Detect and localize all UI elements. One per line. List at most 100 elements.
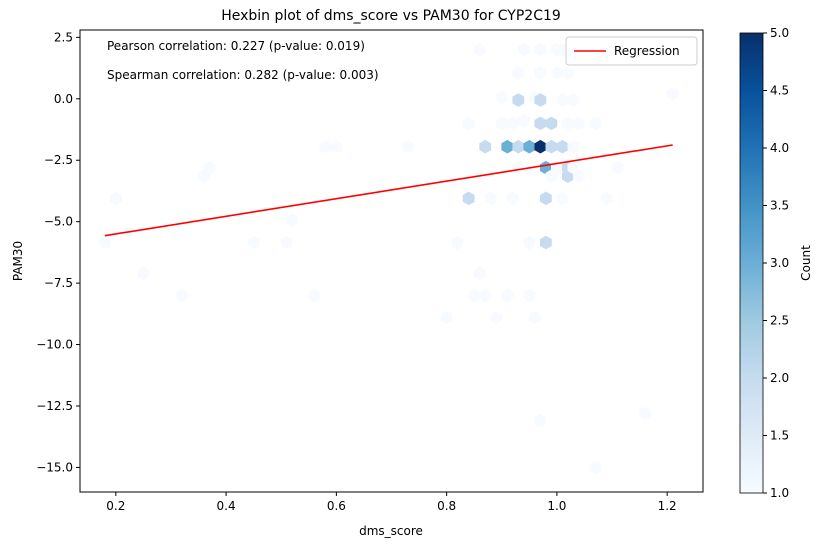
colorbar-tick-label: 4.5 [770,84,789,98]
x-tick-label: 0.4 [217,499,236,513]
x-tick-label: 0.6 [327,499,346,513]
hexbin-cell [545,116,558,131]
hexbin-cell [280,235,293,250]
y-tick-label: −2.5 [44,153,73,167]
hexbin-cell [573,169,585,184]
x-axis: 0.2 0.4 0.6 0.8 1.0 1.2 [106,492,677,513]
hexbin-cell [203,160,216,175]
colorbar-label: Count [799,245,813,281]
legend: Regression [565,36,698,66]
hexbin-cell [479,288,492,303]
hexbin-cell [484,191,497,206]
hexbin-cell [495,116,508,131]
hexbin-cell [98,235,111,250]
hexbin-cell [468,288,481,303]
colorbar-tick-label: 3.0 [770,256,789,270]
hexbin-cell [402,139,414,154]
y-tick-label: 0.0 [54,92,73,106]
plot-background [80,30,703,492]
hexbin-cell [319,139,332,154]
hexbin-cell [539,235,552,250]
colorbar-tick-label: 1.0 [770,486,789,500]
hexbin-cell [545,139,558,154]
y-tick-label: −5.0 [44,215,73,229]
hexbin-cell [551,66,563,80]
hexbin-cell [611,160,624,175]
hexbin-cell [567,139,580,154]
hexbin-cell [462,116,475,131]
chart-title: Hexbin plot of dms_score vs PAM30 for CY… [221,8,561,24]
hexbin-cell [501,139,514,154]
colorbar-tick-label: 2.0 [770,371,789,385]
hexbin-cell [556,139,569,154]
hexbin-cell [440,310,453,325]
hexbin-cell [534,116,547,131]
hexbin-cell [534,413,547,428]
hexbin-cell [473,42,486,57]
hexbin-cell [567,93,580,107]
colorbar-tick-label: 2.5 [770,314,789,328]
hexbin-cell [330,139,343,154]
hexbin-cell [137,266,150,281]
hexbin-cell [600,191,613,206]
hexbin-cell [523,139,536,154]
hexbin-cell [589,116,602,131]
hexbin-cell [523,288,536,303]
hexbin-cell [286,213,299,228]
hexbin-cell [639,406,651,421]
hexbin-cell [176,288,188,303]
hexbin-cell [479,139,492,154]
legend-box [565,36,698,66]
hexbin-cell [451,235,464,250]
hexbin-cell [534,42,547,57]
hexbin-cell [517,42,530,57]
colorbar-tick-label: 5.0 [770,26,789,40]
hexbin-cell [556,42,569,57]
x-axis-label: dms_score [359,524,423,538]
y-tick-label: −7.5 [44,276,73,290]
hexbin-cell [109,191,122,206]
x-tick-label: 1.2 [658,499,677,513]
colorbar: 1.0 1.5 2.0 2.5 3.0 3.5 4.0 4.5 5.0 Count [739,26,813,500]
hexbin-cell [534,139,547,154]
hexbin-cell [666,87,679,101]
hexbin-cell [556,93,569,107]
y-tick-label: 2.5 [54,30,73,44]
hexbin-layer [98,42,679,475]
hexbin-cell [523,235,536,250]
y-tick-label: −12.5 [36,399,73,413]
hexbin-cell [495,90,508,105]
hexbin-cell [528,310,541,325]
y-axis: 2.5 0.0 −2.5 −5.0 −7.5 −10.0 −12.5 −15.0 [36,30,80,474]
plot-area [79,29,704,493]
colorbar-ticks: 1.0 1.5 2.0 2.5 3.0 3.5 4.0 4.5 5.0 [763,26,789,500]
x-tick-label: 1.0 [547,499,566,513]
hexbin-cell [539,191,552,206]
hexbin-cell [512,93,525,107]
x-tick-label: 0.2 [106,499,125,513]
hexbin-cell [589,460,602,475]
colorbar-tick-label: 1.5 [770,429,789,443]
hexbin-cell [506,116,519,131]
hexbin-cell [512,160,525,175]
hexbin-cell [534,66,547,80]
y-tick-label: −10.0 [36,338,73,352]
legend-regression-label: Regression [614,44,680,58]
hexbin-cell [517,114,530,128]
hexbin-cell [308,288,321,303]
hexbin-cell [247,235,260,250]
hexbin-cell [512,139,525,154]
pearson-annotation: Pearson correlation: 0.227 (p-value: 0.0… [107,39,365,53]
hexbin-cell [490,310,503,325]
colorbar-tick-label: 4.0 [770,141,789,155]
y-tick-label: −15.0 [36,460,73,474]
spearman-annotation: Spearman correlation: 0.282 (p-value: 0.… [107,68,379,82]
hexbin-cell [501,288,514,303]
regression-layer [104,144,673,237]
hexbin-cell [512,66,525,80]
colorbar-tick-label: 3.5 [770,199,789,213]
x-tick-label: 0.8 [437,499,456,513]
hexbin-cell [534,93,547,107]
hexbin-cell [506,191,519,206]
